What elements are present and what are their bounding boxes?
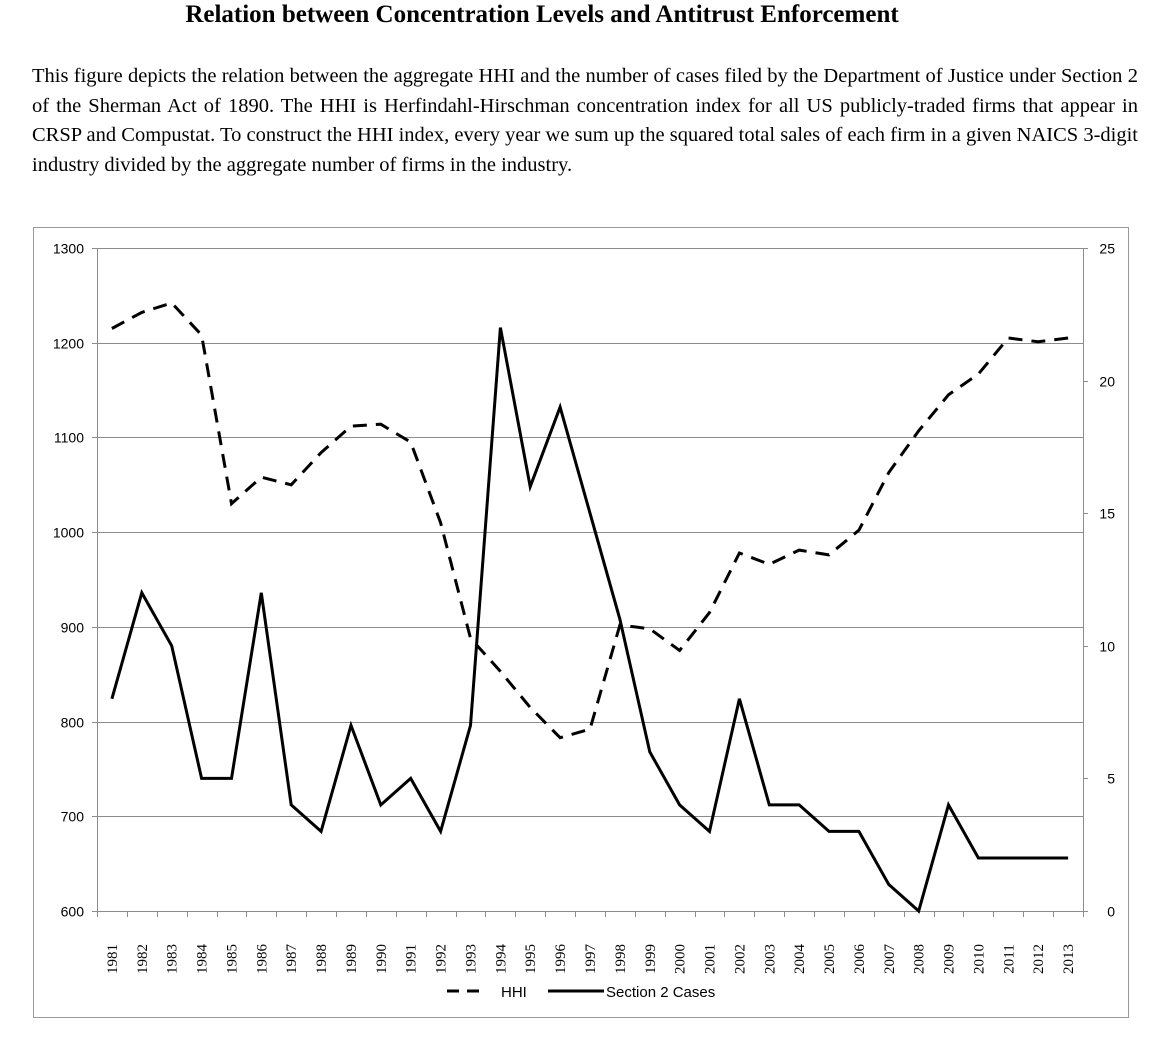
left-tick-label: 1000 [53, 525, 84, 541]
page-title: Relation between Concentration Levels an… [185, 1, 899, 28]
grid-lines [97, 248, 1083, 912]
left-tick-label: 1100 [54, 430, 84, 446]
x-tick-label: 1992 [434, 944, 450, 974]
x-tick-label: 2008 [912, 944, 928, 974]
x-tick-label: 2009 [942, 944, 958, 974]
left-tick-label: 700 [61, 809, 85, 825]
right-tick-label: 20 [1099, 374, 1115, 390]
x-tick-label: 2012 [1031, 944, 1047, 974]
right-tick-label: 10 [1099, 639, 1115, 655]
x-tick-label: 2007 [882, 944, 898, 975]
left-tick-label: 1300 [53, 241, 84, 257]
x-tick-label: 2001 [703, 944, 719, 974]
x-axis: 1981 1982 1983 1984 1985 1986 1987 1988 1989 1990… [97, 911, 1084, 974]
x-tick-label: 1990 [374, 944, 390, 974]
left-tick-label: 800 [61, 715, 85, 731]
right-tick-label: 0 [1107, 904, 1115, 920]
right-tick-label: 25 [1099, 241, 1115, 257]
chart-frame [33, 227, 1129, 1018]
legend-label: Section 2 Cases [606, 984, 715, 1001]
figure-description: This figure depicts the relation between… [32, 65, 1138, 176]
x-tick-label: 2000 [673, 944, 689, 974]
legend: HHI Section 2 Cases [447, 984, 715, 1001]
x-tick-label: 2002 [732, 944, 748, 974]
x-tick-label: 1981 [105, 944, 121, 974]
x-tick-label: 2006 [852, 944, 868, 975]
x-tick-label: 1991 [404, 944, 420, 974]
x-tick-label: 1993 [463, 944, 479, 974]
x-tick-label: 2003 [762, 944, 778, 974]
right-tick-label: 5 [1107, 771, 1115, 787]
x-tick-label: 1982 [135, 944, 151, 974]
x-tick-label: 1995 [523, 944, 539, 974]
x-tick-label: 1997 [583, 944, 599, 975]
legend-label: HHI [501, 984, 527, 1001]
x-tick-label: 2010 [971, 944, 987, 974]
x-tick-label: 2013 [1061, 944, 1077, 974]
series-lines [110, 301, 1069, 914]
hhi-series-line [111, 301, 1069, 740]
x-tick-label: 2011 [1001, 944, 1017, 973]
x-tick-label: 1988 [314, 944, 330, 974]
x-tick-label: 2004 [792, 944, 808, 975]
x-tick-label: 1994 [493, 944, 509, 975]
x-tick-label: 2005 [822, 944, 838, 974]
x-tick-label: 1987 [284, 944, 300, 975]
x-tick-label: 1996 [553, 944, 569, 975]
x-tick-label: 1985 [224, 944, 240, 974]
left-axis: 600 700 800 900 1000 1100 1200 1300 [53, 241, 98, 920]
x-tick-label: 1989 [344, 944, 360, 974]
left-tick-label: 600 [61, 904, 85, 920]
left-tick-label: 900 [61, 620, 85, 636]
x-tick-label: 1984 [195, 944, 211, 975]
section2-series-line [110, 327, 1069, 914]
left-tick-label: 1200 [53, 336, 84, 352]
x-tick-label: 1986 [254, 944, 270, 975]
x-tick-label: 1999 [643, 944, 659, 974]
right-tick-label: 15 [1099, 506, 1115, 522]
right-axis: 0 5 10 15 20 25 [1083, 241, 1115, 920]
x-tick-label: 1998 [613, 944, 629, 974]
x-tick-label: 1983 [165, 944, 181, 974]
